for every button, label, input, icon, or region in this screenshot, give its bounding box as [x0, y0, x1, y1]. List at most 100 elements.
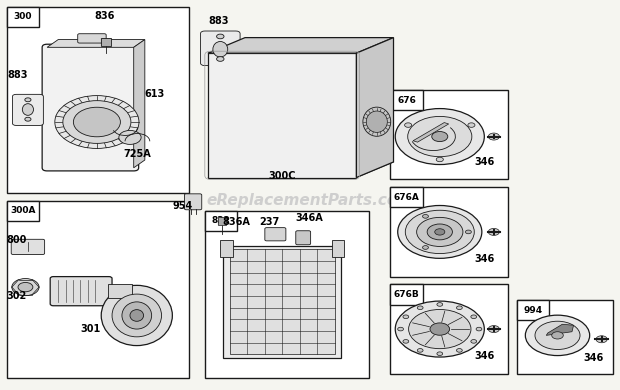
- Circle shape: [405, 210, 474, 254]
- Circle shape: [437, 303, 443, 306]
- Circle shape: [403, 340, 409, 343]
- Bar: [391, 90, 508, 179]
- Circle shape: [63, 101, 131, 144]
- Circle shape: [395, 108, 484, 165]
- Polygon shape: [47, 39, 145, 47]
- Polygon shape: [413, 122, 449, 142]
- Circle shape: [525, 315, 590, 356]
- Bar: [517, 300, 613, 374]
- Circle shape: [409, 310, 471, 349]
- Circle shape: [468, 123, 475, 127]
- FancyBboxPatch shape: [78, 34, 106, 43]
- Text: 346: 346: [474, 156, 495, 167]
- Circle shape: [466, 230, 471, 234]
- Circle shape: [435, 229, 445, 235]
- Circle shape: [417, 306, 423, 310]
- Circle shape: [408, 116, 472, 157]
- Circle shape: [596, 336, 607, 343]
- Text: 994: 994: [524, 305, 543, 314]
- Circle shape: [423, 215, 428, 218]
- Ellipse shape: [363, 107, 391, 136]
- Circle shape: [417, 217, 463, 246]
- Circle shape: [216, 57, 224, 61]
- Ellipse shape: [22, 104, 33, 115]
- Text: 300: 300: [14, 12, 32, 21]
- Circle shape: [25, 98, 31, 102]
- FancyBboxPatch shape: [12, 94, 43, 126]
- Bar: [391, 284, 423, 305]
- Circle shape: [552, 332, 564, 339]
- Circle shape: [489, 133, 500, 140]
- Text: 832: 832: [211, 216, 230, 225]
- Text: 346: 346: [474, 254, 495, 264]
- FancyBboxPatch shape: [184, 194, 202, 210]
- Circle shape: [397, 327, 404, 331]
- Circle shape: [395, 301, 484, 357]
- Circle shape: [471, 315, 477, 319]
- Bar: [205, 211, 369, 378]
- Bar: [391, 90, 423, 110]
- FancyBboxPatch shape: [50, 277, 112, 306]
- Circle shape: [55, 96, 139, 149]
- Text: 237: 237: [260, 217, 280, 227]
- Text: 676: 676: [397, 96, 416, 105]
- Bar: [205, 211, 237, 231]
- Circle shape: [427, 224, 453, 240]
- Bar: [7, 201, 39, 221]
- Ellipse shape: [366, 111, 388, 132]
- Text: eReplacementParts.com: eReplacementParts.com: [206, 193, 414, 208]
- Polygon shape: [134, 39, 145, 168]
- Ellipse shape: [122, 302, 152, 329]
- Polygon shape: [208, 162, 394, 177]
- Circle shape: [73, 107, 120, 137]
- Bar: [7, 7, 189, 193]
- FancyBboxPatch shape: [11, 239, 45, 254]
- Ellipse shape: [213, 41, 228, 57]
- Text: 676A: 676A: [394, 193, 420, 202]
- Text: 346: 346: [474, 351, 495, 361]
- Circle shape: [423, 246, 428, 249]
- Ellipse shape: [112, 294, 162, 337]
- Text: 300A: 300A: [10, 206, 36, 215]
- Ellipse shape: [101, 285, 172, 346]
- Bar: [7, 201, 189, 378]
- Circle shape: [535, 321, 580, 349]
- Text: 302: 302: [6, 291, 26, 301]
- Bar: [391, 187, 423, 207]
- Text: 613: 613: [144, 89, 164, 99]
- Bar: [391, 187, 508, 277]
- Bar: [218, 217, 226, 225]
- FancyBboxPatch shape: [200, 31, 240, 66]
- Bar: [229, 250, 335, 355]
- Circle shape: [216, 34, 224, 39]
- Circle shape: [430, 323, 450, 335]
- FancyBboxPatch shape: [42, 44, 139, 171]
- Bar: [7, 7, 39, 27]
- Bar: [101, 37, 111, 46]
- Ellipse shape: [130, 310, 144, 321]
- Text: 346A: 346A: [295, 213, 322, 223]
- Circle shape: [403, 315, 409, 319]
- Circle shape: [436, 157, 443, 162]
- Bar: [108, 284, 133, 298]
- Bar: [517, 300, 549, 320]
- Circle shape: [456, 306, 463, 310]
- Bar: [220, 240, 232, 257]
- Text: 883: 883: [208, 16, 229, 26]
- Text: 300C: 300C: [268, 171, 296, 181]
- Bar: [223, 246, 341, 358]
- Text: 346: 346: [584, 353, 604, 363]
- Text: 836A: 836A: [222, 217, 250, 227]
- Circle shape: [471, 340, 477, 343]
- Text: 676B: 676B: [394, 290, 419, 299]
- Circle shape: [476, 327, 482, 331]
- Circle shape: [18, 282, 33, 292]
- Polygon shape: [356, 37, 394, 177]
- Text: 954: 954: [172, 201, 193, 211]
- Circle shape: [432, 131, 448, 142]
- Bar: [208, 53, 356, 177]
- Bar: [391, 284, 508, 374]
- Circle shape: [12, 278, 39, 296]
- Polygon shape: [546, 324, 574, 335]
- Circle shape: [417, 349, 423, 352]
